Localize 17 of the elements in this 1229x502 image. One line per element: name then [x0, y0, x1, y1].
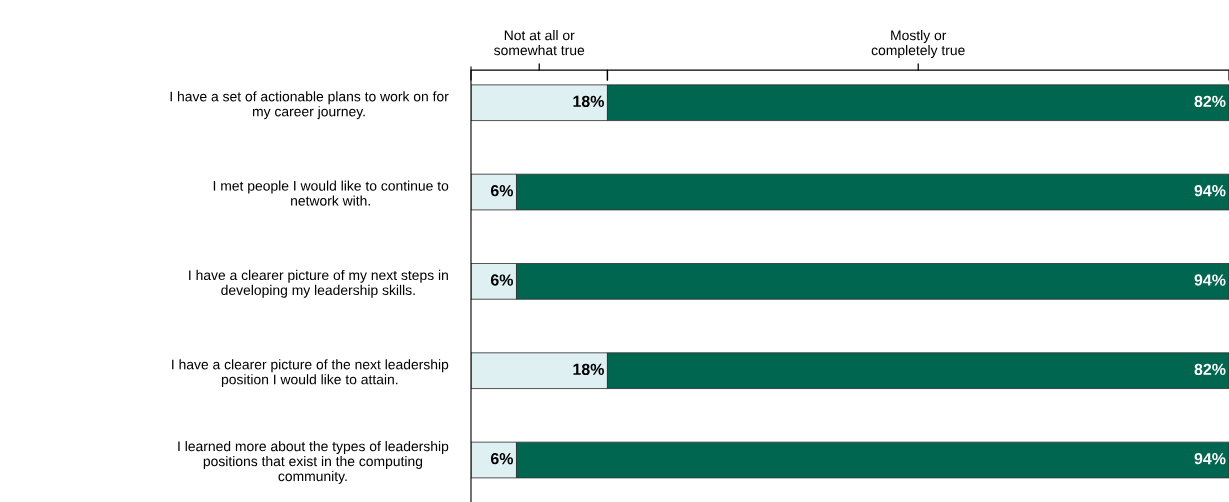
y-tick-label: I have a clearer picture of my next steps in developing my leadership skills. [189, 269, 448, 298]
data-label: 82% [1194, 363, 1226, 375]
y-tick-label: I met people I would like to continue to network with. [213, 180, 449, 206]
y-tick-label: I have a set of actionable plans to work on for my career journey. [170, 91, 449, 120]
data-label: 82% [1194, 95, 1226, 108]
data-label: 18% [573, 95, 604, 108]
text: Not at all or somewhat true [494, 30, 585, 56]
data-label: 94% [1194, 185, 1226, 197]
series-label: Mostly or completely true [871, 30, 965, 58]
data-label: 6% [490, 274, 514, 286]
data-label: 6% [490, 185, 514, 197]
data-label: 18% [573, 363, 604, 375]
data-label: 94% [1194, 453, 1226, 465]
data-label: 6% [490, 453, 514, 465]
y-tick-label: I learned more about the types of leadership positions that exist in the computing community. [178, 441, 449, 484]
y-tick-label: I have a clearer picture of the next leadership position I would like to attain. [172, 359, 449, 388]
data-label: 94% [1194, 274, 1226, 286]
